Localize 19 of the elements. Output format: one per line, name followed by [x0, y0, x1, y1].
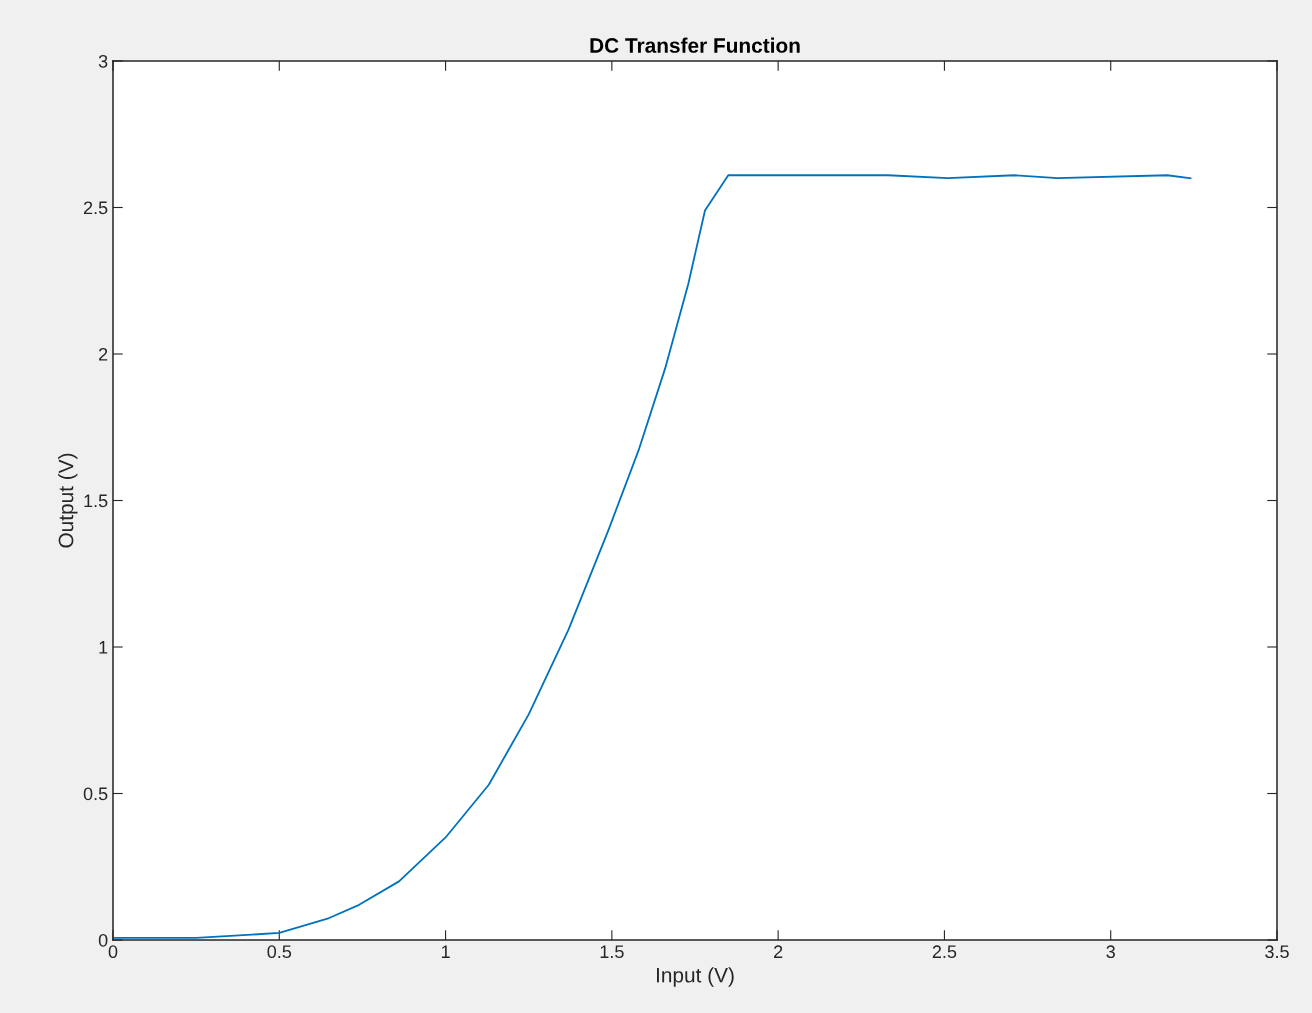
y-tick-label: 0: [98, 933, 108, 947]
x-tick-label: 1.5: [600, 945, 624, 959]
x-tick-label: 3: [1106, 945, 1115, 959]
y-axis-title: Output (V): [58, 453, 78, 548]
y-tick-label: 2.5: [83, 201, 108, 215]
x-tick-label: 0: [108, 945, 118, 959]
x-tick-label: 0.5: [267, 945, 292, 959]
y-tick-label: 3: [98, 54, 108, 68]
x-tick-label: 1: [441, 945, 450, 958]
line-series: [113, 174, 1192, 939]
x-tick-label: 3.5: [1265, 945, 1289, 959]
x-tick-label: 2: [774, 945, 783, 958]
chart-title: DC Transfer Function: [590, 37, 800, 53]
x-tick-label: 2.5: [932, 945, 957, 959]
y-tick-label: 2: [99, 347, 108, 361]
y-tick-label: 1.5: [84, 494, 108, 508]
x-axis-title: Input (V): [656, 967, 734, 987]
y-tick-label: 1: [99, 641, 108, 654]
y-tick-label: 0.5: [83, 787, 108, 801]
